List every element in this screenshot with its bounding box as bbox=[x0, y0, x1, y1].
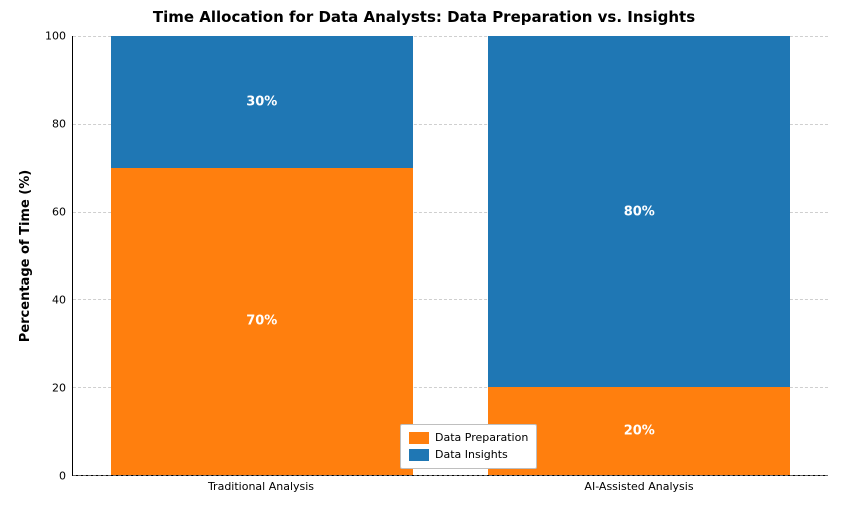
legend-item: Data Preparation bbox=[409, 430, 528, 447]
xtick-label: Traditional Analysis bbox=[208, 480, 314, 493]
legend-swatch-icon bbox=[409, 449, 429, 461]
y-ticks: 0 20 40 60 80 100 bbox=[0, 36, 72, 476]
bar-ai-assisted: 20% 80% bbox=[488, 36, 790, 475]
bar-value-label: 80% bbox=[488, 204, 790, 219]
ytick-label: 0 bbox=[59, 470, 66, 483]
ytick-label: 60 bbox=[52, 206, 66, 219]
xtick-label: AI-Assisted Analysis bbox=[584, 480, 693, 493]
chart-container: Time Allocation for Data Analysts: Data … bbox=[0, 0, 848, 509]
bar-value-label: 70% bbox=[111, 314, 413, 329]
legend-label: Data Insights bbox=[435, 447, 508, 464]
ytick-label: 100 bbox=[45, 30, 66, 43]
plot-area: 70% 30% 20% 80% Data Preparation Data In… bbox=[72, 36, 828, 476]
ytick-label: 80 bbox=[52, 118, 66, 131]
ytick-label: 40 bbox=[52, 294, 66, 307]
legend: Data Preparation Data Insights bbox=[400, 424, 537, 469]
legend-label: Data Preparation bbox=[435, 430, 528, 447]
bar-traditional: 70% 30% bbox=[111, 36, 413, 475]
legend-item: Data Insights bbox=[409, 447, 528, 464]
ytick-label: 20 bbox=[52, 382, 66, 395]
chart-title: Time Allocation for Data Analysts: Data … bbox=[0, 8, 848, 26]
bar-value-label: 30% bbox=[111, 94, 413, 109]
legend-swatch-icon bbox=[409, 432, 429, 444]
x-ticks: Traditional Analysis AI-Assisted Analysi… bbox=[72, 476, 828, 496]
